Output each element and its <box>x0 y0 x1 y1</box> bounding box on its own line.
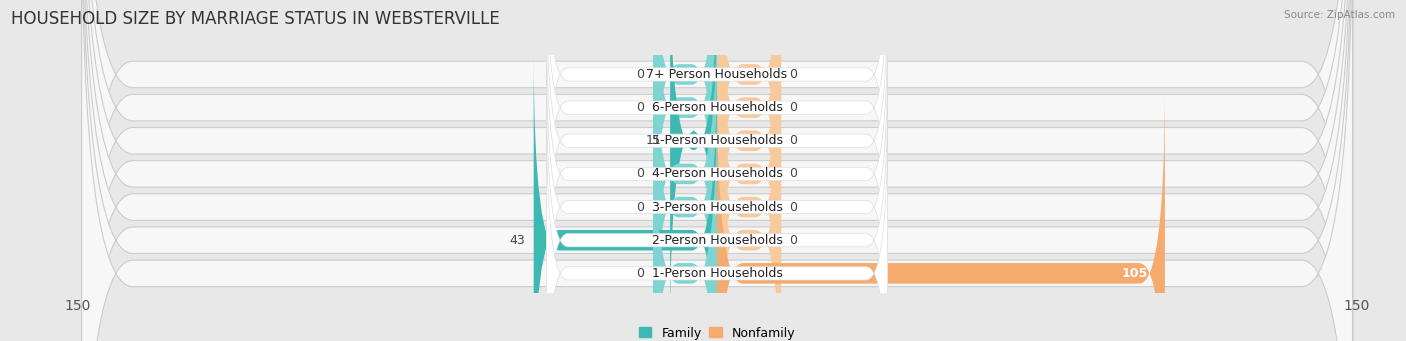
FancyBboxPatch shape <box>547 15 887 333</box>
FancyBboxPatch shape <box>82 0 1353 341</box>
Text: 7+ Person Households: 7+ Person Households <box>647 68 787 81</box>
FancyBboxPatch shape <box>82 0 1353 341</box>
FancyBboxPatch shape <box>547 81 887 341</box>
Text: 3-Person Households: 3-Person Households <box>651 201 783 213</box>
Text: 1-Person Households: 1-Person Households <box>651 267 783 280</box>
FancyBboxPatch shape <box>717 0 782 263</box>
FancyBboxPatch shape <box>654 18 717 341</box>
Text: 105: 105 <box>1122 267 1147 280</box>
FancyBboxPatch shape <box>654 0 717 263</box>
Text: 6-Person Households: 6-Person Households <box>651 101 783 114</box>
Text: Source: ZipAtlas.com: Source: ZipAtlas.com <box>1284 10 1395 20</box>
FancyBboxPatch shape <box>82 0 1353 341</box>
FancyBboxPatch shape <box>547 0 887 234</box>
FancyBboxPatch shape <box>654 0 717 341</box>
Text: HOUSEHOLD SIZE BY MARRIAGE STATUS IN WEBSTERVILLE: HOUSEHOLD SIZE BY MARRIAGE STATUS IN WEB… <box>11 10 501 28</box>
Text: 0: 0 <box>790 167 797 180</box>
Text: 0: 0 <box>637 101 644 114</box>
FancyBboxPatch shape <box>654 85 717 341</box>
FancyBboxPatch shape <box>547 0 887 300</box>
FancyBboxPatch shape <box>717 51 782 341</box>
Text: 4-Person Households: 4-Person Households <box>651 167 783 180</box>
FancyBboxPatch shape <box>547 114 887 341</box>
FancyBboxPatch shape <box>654 0 717 296</box>
Text: 43: 43 <box>509 234 526 247</box>
FancyBboxPatch shape <box>717 0 782 341</box>
Text: 0: 0 <box>637 68 644 81</box>
Text: 0: 0 <box>790 201 797 213</box>
FancyBboxPatch shape <box>82 0 1353 341</box>
FancyBboxPatch shape <box>671 0 717 329</box>
FancyBboxPatch shape <box>82 0 1353 341</box>
FancyBboxPatch shape <box>717 18 782 341</box>
FancyBboxPatch shape <box>717 0 782 329</box>
Text: 0: 0 <box>637 167 644 180</box>
FancyBboxPatch shape <box>547 48 887 341</box>
FancyBboxPatch shape <box>534 51 717 341</box>
Text: 0: 0 <box>790 101 797 114</box>
Text: 0: 0 <box>790 68 797 81</box>
Text: 0: 0 <box>637 267 644 280</box>
Text: 5-Person Households: 5-Person Households <box>651 134 783 147</box>
Text: 11: 11 <box>645 134 662 147</box>
FancyBboxPatch shape <box>82 0 1353 341</box>
FancyBboxPatch shape <box>82 0 1353 341</box>
Text: 0: 0 <box>790 134 797 147</box>
Text: 0: 0 <box>790 234 797 247</box>
Legend: Family, Nonfamily: Family, Nonfamily <box>638 327 796 340</box>
FancyBboxPatch shape <box>717 0 782 296</box>
FancyBboxPatch shape <box>547 0 887 267</box>
FancyBboxPatch shape <box>717 85 1166 341</box>
Text: 2-Person Households: 2-Person Households <box>651 234 783 247</box>
Text: 0: 0 <box>637 201 644 213</box>
